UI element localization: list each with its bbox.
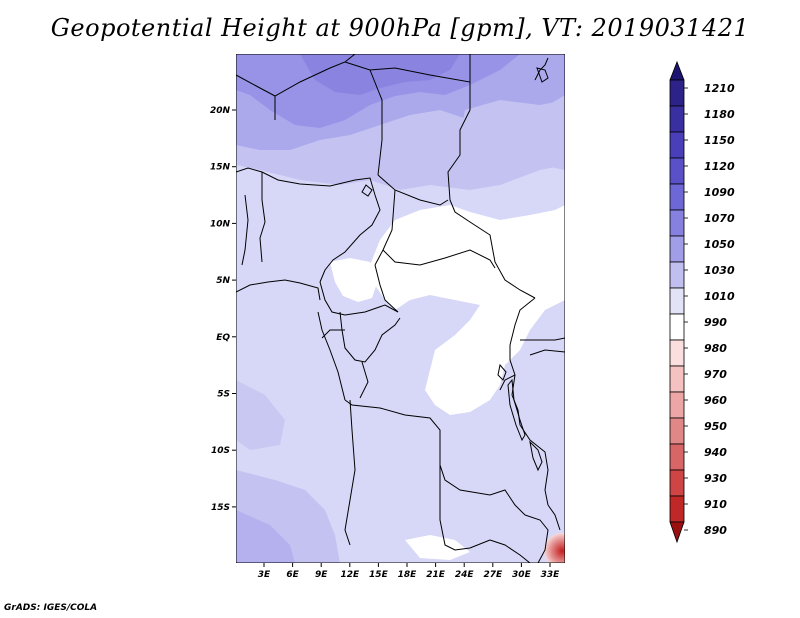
longitude-axis: 3E 6E 9E 12E 15E 18E 21E 24E 27E 30E 33E	[258, 563, 560, 580]
colorbar-label: 1150	[704, 134, 735, 147]
colorbar-label: 1070	[704, 212, 735, 225]
field-white-central	[370, 205, 565, 415]
colorbar-label: 980	[704, 342, 727, 355]
colorbar-swatch	[669, 105, 685, 133]
colorbar-label: 930	[704, 472, 727, 485]
colorbar-swatch	[669, 183, 685, 211]
colorbar-label: 1090	[704, 186, 735, 199]
colorbar-label: 910	[704, 498, 727, 511]
lon-tick-label: 24E	[455, 570, 475, 580]
country-boundaries	[236, 54, 565, 563]
field-white-west	[330, 258, 378, 302]
lon-tick-label: 30E	[512, 570, 532, 580]
colorbar-swatch	[669, 131, 685, 159]
colorbar-label: 1120	[704, 160, 735, 173]
colorbar: 1210 1180 1150 1120 1090 1070 1050 1030 1010 990 9…	[669, 60, 735, 544]
field-light-southwest-2	[236, 510, 295, 563]
lat-tick-label: 10S	[211, 446, 230, 456]
lat-tick-label: 15N	[210, 163, 231, 173]
lon-tick-label: 3E	[258, 570, 271, 580]
colorbar-swatch	[669, 391, 685, 419]
colorbar-swatch	[669, 261, 685, 289]
map-area	[236, 54, 565, 563]
colorbar-label: 1030	[704, 264, 735, 277]
colorbar-swatch	[669, 313, 685, 341]
lat-tick-label: 15S	[211, 503, 230, 513]
field-white-south	[405, 535, 470, 560]
colorbar-swatch	[669, 209, 685, 237]
field-low-pressure	[544, 533, 565, 563]
colorbar-label: 970	[704, 368, 727, 381]
lon-tick-label: 6E	[286, 570, 299, 580]
colorbar-swatch	[669, 443, 685, 471]
latitude-axis: 20N 15N 10N 5N EQ 5S 10S 15S	[210, 106, 236, 513]
field-light-east	[455, 100, 565, 180]
colorbar-label: 990	[704, 316, 727, 329]
lat-tick-label: 10N	[210, 219, 231, 229]
lat-tick-label: EQ	[216, 333, 230, 343]
lon-tick-label: 12E	[340, 570, 360, 580]
colorbar-swatch	[669, 495, 685, 523]
lon-tick-label: 27E	[483, 570, 503, 580]
colorbar-bottom-arrow	[669, 521, 685, 544]
colorbar-swatch	[669, 365, 685, 393]
colorbar-label: 1050	[704, 238, 735, 251]
colorbar-swatch	[669, 157, 685, 185]
colorbar-label: 1010	[704, 290, 735, 303]
colorbar-label: 1210	[704, 82, 735, 95]
colorbar-swatch	[669, 469, 685, 497]
colorbar-swatch	[669, 235, 685, 263]
colorbar-label: 960	[704, 394, 727, 407]
footer-credit: GrADS: IGES/COLA	[4, 603, 98, 613]
colorbar-label: 950	[704, 420, 727, 433]
lon-tick-label: 33E	[541, 570, 561, 580]
lat-tick-label: 5N	[216, 276, 230, 286]
lon-tick-label: 18E	[398, 570, 418, 580]
colorbar-label: 940	[704, 446, 727, 459]
colorbar-label: 890	[704, 524, 727, 537]
colorbar-swatch	[669, 79, 685, 107]
colorbar-swatch	[669, 417, 685, 445]
lat-tick-label: 20N	[210, 106, 231, 116]
lon-tick-label: 21E	[426, 570, 446, 580]
colorbar-swatch	[669, 287, 685, 315]
colorbar-label: 1180	[704, 108, 735, 121]
field-light-west	[236, 380, 285, 450]
lon-tick-label: 15E	[369, 570, 389, 580]
lon-tick-label: 9E	[315, 570, 328, 580]
lat-tick-label: 5S	[217, 390, 230, 400]
colorbar-swatch	[669, 339, 685, 367]
colorbar-top-arrow	[669, 60, 685, 81]
map-title: Geopotential Height at 900hPa [gpm], VT:…	[50, 14, 750, 42]
